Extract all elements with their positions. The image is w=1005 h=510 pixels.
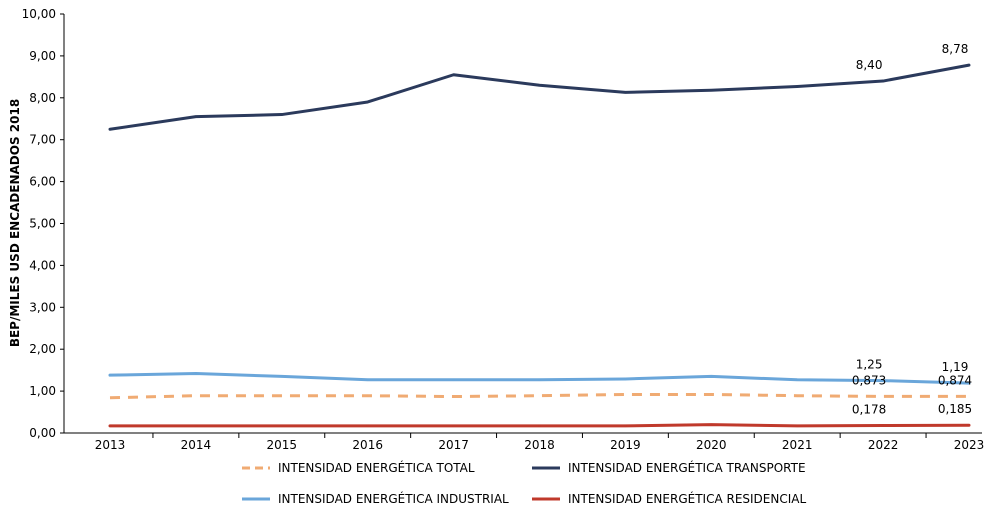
data-point [452, 395, 455, 398]
data-point [710, 393, 713, 396]
data-point [109, 128, 112, 131]
data-point [968, 64, 971, 67]
legend-item: INTENSIDAD ENERGÉTICA TRANSPORTE [532, 460, 806, 475]
data-label: 0,873 [852, 373, 886, 387]
data-point [796, 394, 799, 397]
y-tick-label: 6,00 [29, 175, 56, 189]
data-label: 0,185 [938, 402, 972, 416]
data-point [194, 424, 197, 427]
legend: INTENSIDAD ENERGÉTICA TOTAL INTENSIDAD EN… [242, 460, 806, 506]
y-axis-title: BEP/MILES USD ENCADENADOS 2018 [8, 99, 22, 347]
data-point [882, 395, 885, 398]
data-point [194, 372, 197, 375]
legend-label: INTENSIDAD ENERGÉTICA RESIDENCIAL [568, 491, 806, 506]
y-tick-label: 5,00 [29, 217, 56, 231]
data-labels: 8,40 8,78 1,25 1,19 0,873 0,874 0,178 0,185 [852, 42, 972, 416]
data-point [194, 115, 197, 118]
data-label: 8,40 [856, 58, 883, 72]
data-point [366, 394, 369, 397]
y-tick-label: 4,00 [29, 258, 56, 272]
series-lines [108, 63, 971, 428]
legend-label: INTENSIDAD ENERGÉTICA INDUSTRIAL [278, 491, 509, 506]
data-point [796, 378, 799, 381]
chart-axes [63, 14, 982, 434]
series-line-3 [108, 423, 971, 428]
data-point [624, 377, 627, 380]
x-tick-label: 2014 [181, 438, 212, 452]
data-point [624, 393, 627, 396]
series-line-1 [108, 372, 971, 385]
x-tick-label: 2015 [267, 438, 298, 452]
y-tick-label: 7,00 [29, 133, 56, 147]
data-label: 1,25 [856, 358, 883, 372]
data-label: 0,874 [938, 373, 972, 387]
data-point [624, 91, 627, 94]
data-point [882, 80, 885, 83]
y-tick-label: 1,00 [29, 384, 56, 398]
legend-label: INTENSIDAD ENERGÉTICA TRANSPORTE [568, 460, 806, 475]
data-point [109, 424, 112, 427]
data-point [710, 89, 713, 92]
data-point [280, 424, 283, 427]
data-point [710, 375, 713, 378]
legend-item: INTENSIDAD ENERGÉTICA RESIDENCIAL [532, 491, 806, 506]
data-point [538, 424, 541, 427]
series-line-0 [108, 63, 971, 131]
legend-item: INTENSIDAD ENERGÉTICA INDUSTRIAL [242, 491, 509, 506]
data-point [796, 85, 799, 88]
data-point [710, 423, 713, 426]
y-tick-label: 0,00 [29, 426, 56, 440]
x-tick-label: 2022 [868, 438, 899, 452]
data-point [882, 424, 885, 427]
data-point [280, 375, 283, 378]
data-point [280, 113, 283, 116]
data-point [452, 378, 455, 381]
x-tick-label: 2016 [352, 438, 383, 452]
data-point [624, 424, 627, 427]
data-point [968, 395, 971, 398]
x-tick-label: 2021 [782, 438, 813, 452]
data-point [452, 73, 455, 76]
y-tick-label: 8,00 [29, 91, 56, 105]
data-point [366, 378, 369, 381]
data-point [538, 378, 541, 381]
x-tick-label: 2023 [954, 438, 985, 452]
data-point [968, 424, 971, 427]
x-tick-label: 2013 [95, 438, 126, 452]
data-point [109, 396, 112, 399]
data-label: 1,19 [942, 360, 969, 374]
data-point [796, 424, 799, 427]
x-tick-label: 2020 [696, 438, 727, 452]
data-label: 0,178 [852, 403, 886, 417]
data-point [109, 374, 112, 377]
y-tick-label: 3,00 [29, 300, 56, 314]
data-point [280, 394, 283, 397]
data-point [366, 424, 369, 427]
data-point [366, 100, 369, 103]
y-tick-label: 9,00 [29, 49, 56, 63]
y-axis-ticks: 0,00 1,00 2,00 3,00 4,00 5,00 6,00 7,00 8,00 9,00… [22, 7, 64, 440]
data-label: 8,78 [942, 42, 969, 56]
x-axis-ticks: 2013 2014 2015 2016 2017 2018 2019 2020 2021 2022… [95, 433, 985, 452]
x-tick-label: 2019 [610, 438, 641, 452]
x-tick-label: 2017 [438, 438, 469, 452]
data-point [538, 84, 541, 87]
legend-item: INTENSIDAD ENERGÉTICA TOTAL [242, 460, 475, 475]
data-point [538, 394, 541, 397]
x-tick-label: 2018 [524, 438, 555, 452]
y-tick-label: 2,00 [29, 342, 56, 356]
legend-label: INTENSIDAD ENERGÉTICA TOTAL [278, 460, 475, 475]
data-point [452, 424, 455, 427]
y-tick-label: 10,00 [22, 7, 56, 21]
data-point [194, 394, 197, 397]
